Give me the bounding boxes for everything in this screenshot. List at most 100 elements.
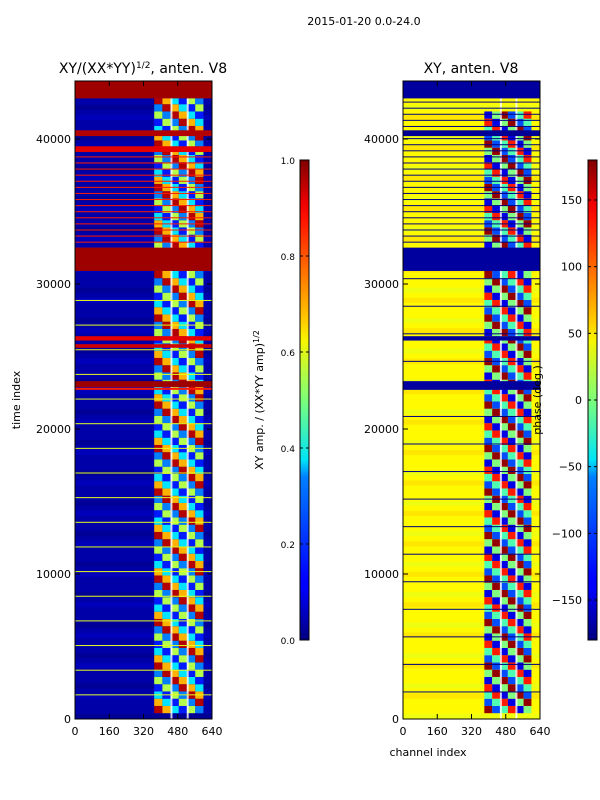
heatmap-cell [170,560,179,569]
heatmap-cell [170,553,179,561]
heatmap-cell [187,292,196,300]
heatmap-cell [523,212,532,221]
heatmap-stripe [75,694,212,696]
colorbar-tick-label: 0.0 [281,637,296,647]
heatmap-cell [187,96,196,105]
heatmap-cell [162,350,171,358]
heatmap-row [403,429,540,435]
heatmap-cell [154,423,163,431]
heatmap-cell [178,546,188,554]
heatmap-cell [187,684,196,692]
heatmap-band [403,130,540,137]
heatmap-cell [507,444,516,453]
heatmap-cell [500,510,508,518]
heatmap-cell [507,169,516,177]
channel-gap [499,81,502,719]
heatmap-cell [187,473,196,482]
heatmap-cell [507,278,516,286]
heatmap-cell [178,662,188,670]
heatmap-cell [523,278,532,286]
heatmap-cell [507,582,516,590]
heatmap-cell [195,372,204,380]
heatmap-row [75,450,212,456]
heatmap-cell [162,104,171,112]
heatmap-row [403,236,540,242]
heatmap-cell [187,307,196,315]
heatmap-cell [178,270,188,279]
heatmap-row [403,510,540,516]
heatmap-cell [515,270,524,279]
heatmap-cell [170,365,179,373]
heatmap-cell [500,278,508,286]
heatmap-cell [170,437,179,445]
heatmap-cell [507,299,516,308]
heatmap-cell [154,133,163,141]
heatmap-cell [500,452,508,460]
heatmap-row [75,348,212,354]
heatmap-cell [492,191,501,199]
heatmap-cell [154,684,163,692]
heatmap-cell [507,415,516,424]
heatmap-cell [187,466,196,474]
heatmap-cell [484,473,493,482]
heatmap-cell [187,698,196,706]
heatmap-cell [170,662,179,670]
heatmap-cell [507,705,516,714]
heatmap-cell [195,234,204,242]
heatmap-row [403,287,540,293]
heatmap-cell [178,133,188,141]
heatmap-cell [515,444,524,453]
heatmap-stripe [75,373,212,375]
heatmap-cell [170,640,179,648]
heatmap-cell [515,307,524,315]
heatmap-cell [484,241,493,250]
heatmap-cell [492,350,501,358]
heatmap-cell [154,466,163,474]
heatmap-cell [154,299,163,308]
heatmap-cell [162,176,171,184]
heatmap-cell [178,626,188,634]
colorbar-tick-label: 100 [561,261,582,274]
heatmap-cell [162,386,171,395]
heatmap-cell [492,437,501,445]
heatmap-cell [154,705,163,714]
heatmap-stripe [403,101,540,103]
colorbar-tick-label: 0 [575,394,582,407]
heatmap-cell [492,582,501,590]
heatmap-stripe [403,333,540,335]
heatmap-cell [523,466,532,474]
y-ticks: 0 10000 20000 30000 40000 [364,133,540,726]
heatmap-stripe [75,241,212,243]
heatmap-cell [484,430,493,438]
heatmap-cell [162,191,171,199]
heatmap-cell [507,111,516,119]
heatmap-stripe [75,324,212,326]
heatmap-cell [178,553,188,561]
heatmap-cell [178,582,188,590]
heatmap-cell [492,466,501,474]
heatmap-cell [154,328,163,337]
heatmap-cell [523,401,532,409]
heatmap-row [75,206,212,212]
heatmap-cell [162,626,171,634]
y-ticks: 0 10000 20000 30000 40000 [36,133,212,726]
heatmap-cell [170,611,179,619]
heatmap-cell [492,154,501,163]
heatmap-cell [170,481,179,489]
heatmap-stripe [403,360,540,362]
heatmap-stripe [403,581,540,583]
heatmap-cell [507,328,516,337]
heatmap-cell [484,481,493,489]
heatmap-cell [178,481,188,489]
heatmap-cell [507,539,516,547]
heatmap-band [75,381,212,387]
heatmap-cell [523,560,532,569]
heatmap-cell [507,394,516,402]
colorbar-ticks: 150 100 50 0 −50 −100 −150 [552,194,597,607]
heatmap-cell [162,452,171,460]
heatmap-cell [500,531,508,540]
heatmap-cell [162,647,171,656]
heatmap-cell [507,227,516,235]
heatmap-cell [170,531,179,540]
